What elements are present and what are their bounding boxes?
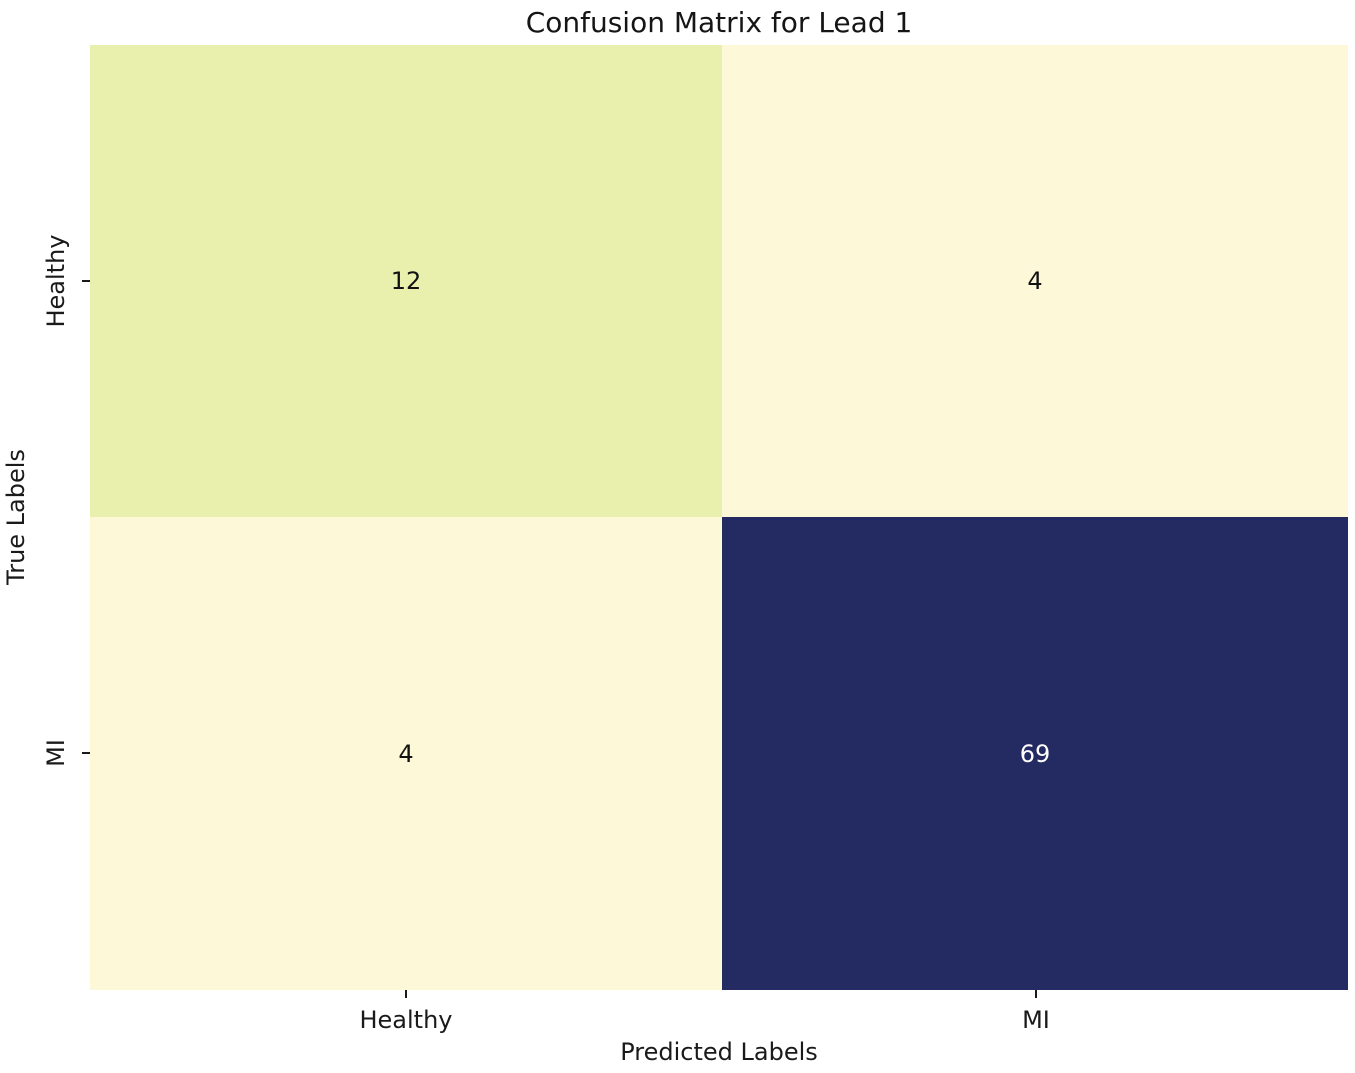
heatmap-cell-true-healthy-pred-mi: 4 (722, 45, 1348, 517)
heatmap-plot: 12 4 4 69 (90, 45, 1348, 990)
cell-value: 4 (398, 739, 414, 768)
chart-title: Confusion Matrix for Lead 1 (525, 6, 913, 39)
x-tick-mark-mi (1035, 990, 1037, 998)
y-tick-label-healthy: Healthy (42, 234, 70, 328)
x-tick-mark-healthy (405, 990, 407, 998)
heatmap-cell-true-mi-pred-healthy: 4 (90, 517, 722, 990)
x-tick-label-mi: MI (1022, 1006, 1050, 1034)
heatmap-cell-true-healthy-pred-healthy: 12 (90, 45, 722, 517)
y-tick-mark-mi (82, 752, 90, 754)
y-tick-label-mi: MI (42, 739, 70, 767)
cell-value: 12 (390, 267, 422, 295)
y-axis-title: True Labels (2, 449, 30, 585)
x-axis-title: Predicted Labels (620, 1038, 818, 1066)
cell-value: 4 (1027, 267, 1043, 295)
y-tick-mark-healthy (82, 280, 90, 282)
cell-value: 69 (1019, 739, 1051, 768)
x-tick-label-healthy: Healthy (359, 1006, 453, 1034)
heatmap-cell-true-mi-pred-mi: 69 (722, 517, 1348, 990)
